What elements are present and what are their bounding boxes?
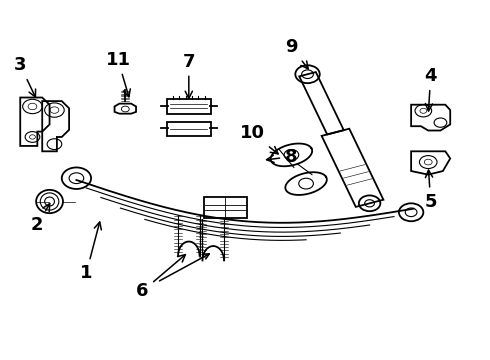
Text: 2: 2 [31,204,50,234]
Text: 4: 4 [424,67,437,111]
Text: 11: 11 [105,51,130,97]
Text: 7: 7 [183,53,195,98]
Text: 10: 10 [240,125,278,154]
FancyBboxPatch shape [204,197,247,218]
Text: 1: 1 [80,222,101,282]
Text: 3: 3 [14,56,36,97]
FancyBboxPatch shape [167,122,211,136]
Text: 8: 8 [267,148,298,166]
Text: 9: 9 [285,38,308,69]
Text: 5: 5 [424,170,437,211]
FancyBboxPatch shape [167,99,211,114]
Text: 6: 6 [136,255,185,300]
